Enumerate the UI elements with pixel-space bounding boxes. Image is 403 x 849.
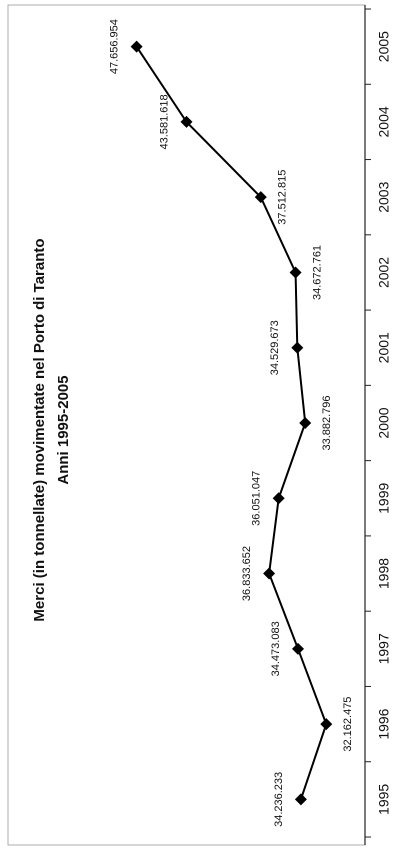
series-line [135, 46, 328, 800]
data-label: 32.162.475 [342, 697, 354, 752]
data-label: 33.882.796 [321, 395, 333, 450]
data-point [130, 40, 143, 53]
data-label: 47.656.954 [109, 19, 121, 74]
x-tick-label: 1997 [376, 633, 392, 664]
data-point [272, 492, 285, 505]
x-tick-label: 1996 [376, 708, 392, 739]
data-label: 43.581.618 [158, 94, 170, 149]
data-label: 36.833.652 [241, 546, 253, 601]
data-point [291, 341, 304, 354]
x-tick-label: 2004 [376, 106, 392, 137]
data-label: 34.236.233 [273, 772, 285, 827]
data-label: 34.473.083 [270, 621, 282, 676]
data-label: 37.512.815 [277, 170, 289, 225]
x-tick-label: 2001 [376, 332, 392, 363]
data-point [180, 115, 193, 128]
x-tick-label: 1995 [376, 784, 392, 815]
x-tick-label: 2003 [376, 181, 392, 212]
data-point [294, 793, 307, 806]
chart-subtitle: Anni 1995-2005 [55, 375, 72, 484]
data-point [289, 266, 302, 279]
data-label: 34.529.673 [269, 320, 281, 375]
x-tick-label: 2000 [376, 407, 392, 438]
chart-title: Merci (in tonnellate) movimentate nel Po… [31, 238, 48, 621]
rotated-chart: Merci (in tonnellate) movimentate nel Po… [7, 4, 392, 846]
data-point [292, 642, 305, 655]
x-tick-label: 2005 [376, 31, 392, 62]
data-point [263, 567, 276, 580]
data-point [299, 417, 312, 429]
x-tick-label: 1998 [376, 558, 392, 589]
data-point [320, 718, 333, 731]
data-point [254, 191, 267, 204]
data-label: 34.672.761 [311, 245, 323, 300]
x-tick-label: 1999 [376, 482, 392, 513]
data-label: 36.051.047 [251, 471, 263, 526]
x-tick-label: 2002 [376, 257, 392, 288]
